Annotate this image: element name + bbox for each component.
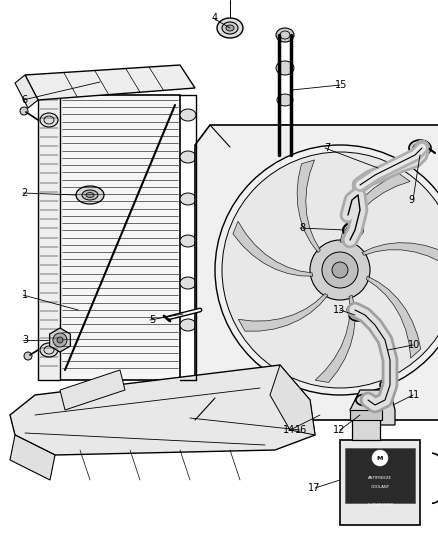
Ellipse shape (222, 22, 238, 34)
Ellipse shape (82, 190, 98, 200)
Ellipse shape (226, 25, 234, 31)
Ellipse shape (180, 277, 196, 289)
Ellipse shape (40, 113, 58, 127)
Ellipse shape (180, 151, 196, 163)
Text: 17: 17 (307, 483, 320, 493)
Polygon shape (315, 295, 355, 382)
Bar (345, 448, 415, 503)
Text: 16: 16 (295, 425, 307, 435)
Polygon shape (297, 160, 320, 253)
Text: 5: 5 (149, 315, 155, 325)
Text: 4: 4 (212, 13, 218, 23)
Text: 15: 15 (335, 80, 347, 90)
Polygon shape (362, 243, 438, 270)
Ellipse shape (409, 140, 431, 156)
Text: 14: 14 (283, 425, 295, 435)
Bar (60, 95, 180, 380)
Polygon shape (270, 365, 315, 435)
Text: 9: 9 (408, 195, 414, 205)
Circle shape (57, 337, 63, 343)
Ellipse shape (217, 18, 243, 38)
Polygon shape (233, 221, 313, 276)
Text: 1: 1 (22, 290, 28, 300)
Ellipse shape (276, 61, 294, 75)
Text: M: M (377, 456, 383, 461)
Polygon shape (350, 390, 395, 425)
Ellipse shape (40, 343, 58, 357)
Text: 13: 13 (333, 305, 345, 315)
Polygon shape (10, 435, 55, 480)
Polygon shape (340, 174, 410, 242)
Polygon shape (15, 75, 38, 108)
Ellipse shape (180, 193, 196, 205)
Circle shape (310, 240, 370, 300)
Polygon shape (195, 125, 438, 420)
Ellipse shape (277, 94, 293, 106)
Bar (340, 440, 420, 525)
Text: 3: 3 (22, 335, 28, 345)
Circle shape (372, 450, 388, 466)
Ellipse shape (86, 192, 94, 198)
Circle shape (53, 333, 67, 347)
Bar (38, 95, 60, 380)
Ellipse shape (180, 319, 196, 331)
Bar (352, 418, 380, 440)
Text: 6: 6 (22, 95, 28, 105)
Circle shape (332, 262, 348, 278)
Circle shape (322, 252, 358, 288)
Text: 2: 2 (22, 188, 28, 198)
Text: ANTIFREEZE: ANTIFREEZE (368, 476, 392, 480)
Ellipse shape (20, 107, 28, 115)
Text: 11: 11 (408, 390, 420, 400)
Text: 7: 7 (324, 143, 330, 153)
Ellipse shape (276, 28, 294, 42)
Ellipse shape (76, 186, 104, 204)
Text: 8: 8 (299, 223, 305, 233)
Ellipse shape (180, 235, 196, 247)
Bar (350, 410, 382, 420)
Polygon shape (49, 328, 71, 352)
Text: COOLANT: COOLANT (371, 485, 389, 489)
Polygon shape (10, 365, 315, 455)
Polygon shape (366, 276, 421, 358)
Text: 5 YEAR/100K: 5 YEAR/100K (367, 503, 392, 507)
Polygon shape (238, 294, 328, 331)
Ellipse shape (180, 109, 196, 121)
Ellipse shape (24, 352, 32, 360)
Ellipse shape (278, 125, 292, 135)
Ellipse shape (274, 145, 286, 155)
Text: 12: 12 (332, 425, 345, 435)
Circle shape (222, 152, 438, 388)
Text: 10: 10 (408, 340, 420, 350)
Polygon shape (60, 370, 125, 410)
Polygon shape (25, 65, 195, 100)
Ellipse shape (347, 304, 363, 316)
Text: MOPAR: MOPAR (372, 458, 388, 462)
